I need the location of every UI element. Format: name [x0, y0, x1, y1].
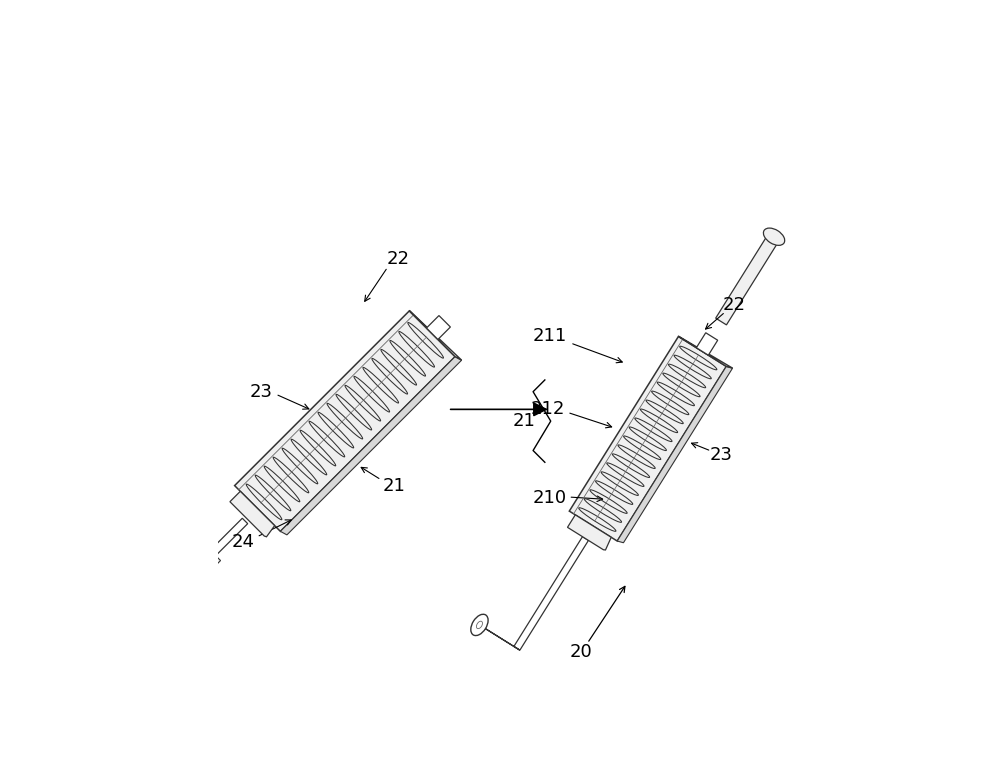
- Polygon shape: [569, 336, 726, 541]
- Polygon shape: [514, 536, 588, 650]
- Polygon shape: [476, 623, 520, 650]
- Text: 210: 210: [532, 489, 567, 507]
- Ellipse shape: [476, 621, 482, 629]
- Text: 21: 21: [513, 412, 536, 430]
- Ellipse shape: [763, 228, 785, 245]
- Polygon shape: [678, 336, 733, 368]
- Polygon shape: [426, 316, 450, 339]
- Text: 22: 22: [722, 296, 745, 314]
- Text: 20: 20: [570, 643, 593, 661]
- Polygon shape: [97, 664, 140, 707]
- Polygon shape: [696, 333, 718, 355]
- Text: 22: 22: [386, 251, 409, 268]
- Ellipse shape: [133, 701, 141, 707]
- Polygon shape: [97, 518, 248, 669]
- Ellipse shape: [126, 694, 147, 714]
- Polygon shape: [235, 311, 455, 531]
- Polygon shape: [409, 311, 462, 360]
- Polygon shape: [716, 233, 779, 325]
- Text: 23: 23: [249, 383, 272, 400]
- Polygon shape: [280, 357, 462, 535]
- Polygon shape: [617, 367, 733, 542]
- Polygon shape: [230, 491, 275, 537]
- Ellipse shape: [471, 614, 488, 636]
- Text: 21: 21: [382, 477, 405, 495]
- Polygon shape: [200, 545, 221, 565]
- Text: 23: 23: [709, 446, 732, 465]
- Polygon shape: [567, 515, 611, 550]
- Text: 24: 24: [232, 533, 255, 551]
- Text: 211: 211: [532, 327, 567, 345]
- Text: 212: 212: [531, 400, 565, 419]
